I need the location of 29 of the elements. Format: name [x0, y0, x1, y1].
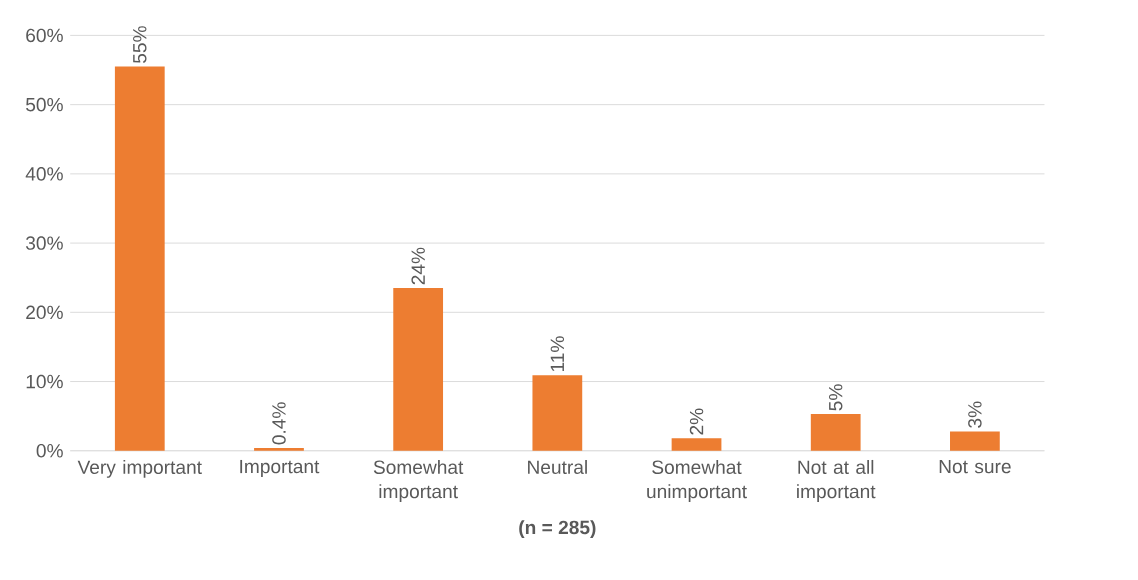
x-tick-label: Not at all important [797, 459, 876, 503]
bar [254, 448, 304, 451]
x-tick-label: Somewhat important [373, 459, 464, 503]
bar [810, 414, 861, 451]
data-label: 0.4% [272, 402, 286, 445]
y-tick-label: 60% [26, 28, 63, 43]
data-label: 3% [968, 401, 982, 428]
data-label: 5% [828, 384, 843, 411]
x-tick-label: Very important [77, 459, 202, 478]
data-label: 55% [133, 26, 147, 64]
x-tick-label: Somewhat unimportant [647, 459, 747, 503]
data-label: 2% [689, 408, 704, 435]
x-tick-label: Important [240, 459, 320, 478]
x-tick-label: Neutral [528, 459, 587, 475]
y-tick-label: 10% [26, 374, 63, 389]
bar [114, 66, 165, 451]
y-tick-label: 40% [25, 167, 63, 181]
bar [532, 375, 583, 451]
y-tick-label: 0% [36, 444, 63, 458]
bar [393, 288, 444, 451]
x-axis-title: (n = 285) [519, 520, 596, 539]
bar [950, 431, 1000, 451]
y-tick-label: 20% [26, 305, 63, 320]
y-tick-label: 30% [25, 236, 63, 250]
bar [671, 438, 722, 451]
data-label: 24% [411, 247, 425, 285]
x-tick-label: Not sure [939, 459, 1011, 474]
y-tick-label: 50% [26, 97, 63, 112]
data-label: 11% [550, 336, 565, 372]
